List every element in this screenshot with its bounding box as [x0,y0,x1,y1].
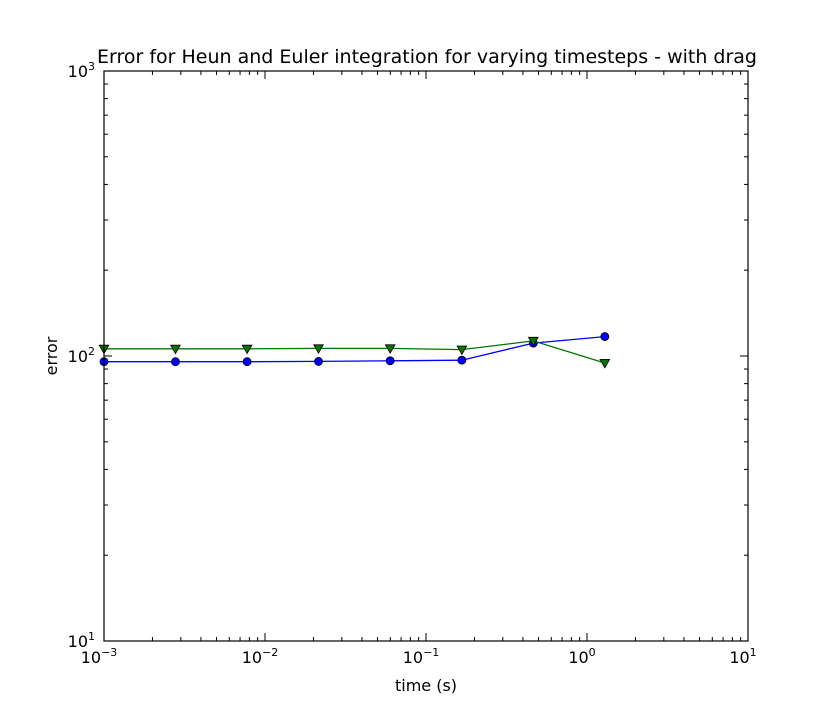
series-2-point [313,344,324,355]
series-1-point [314,357,323,366]
series-2-point [599,358,611,369]
y-tick-exponent: 2 [88,345,95,358]
y-tick-exponent: 1 [88,630,95,643]
y-tick-exponent: 3 [88,60,95,73]
series-2-point [527,336,539,347]
series-2-point [241,344,253,355]
x-tick-exponent: −1 [423,646,439,659]
x-tick-exponent: 0 [589,646,596,659]
chart-title: Error for Heun and Euler integration for… [97,46,757,68]
series-1-point [457,355,467,365]
series-2-point [384,344,396,355]
series-2-point [170,344,181,355]
x-tick-exponent: 1 [750,646,757,659]
series-1-point [242,357,252,367]
series-1-point [600,332,610,341]
series-1-point [385,356,395,366]
series-1-line [104,335,605,363]
y-axis-label: error [42,336,61,375]
plot-frame [103,70,749,642]
series-2-line [104,340,605,364]
series-2-point [456,345,468,356]
x-axis-label: time (s) [395,676,457,695]
x-tick-exponent: −3 [101,646,117,659]
x-tick-exponent: −2 [262,646,278,659]
series-1-point [171,357,180,367]
